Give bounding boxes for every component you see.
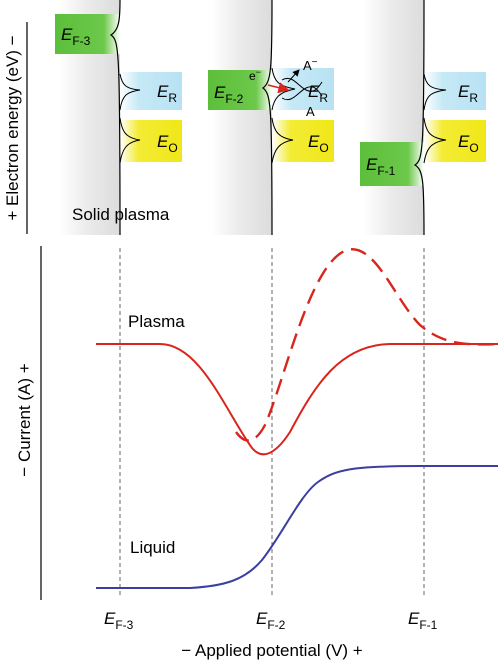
- eo-label-3: EO: [458, 132, 479, 155]
- energy-panel-3: EF-1 ER EO: [360, 0, 486, 236]
- electron-transfer-arrow: [267, 82, 290, 94]
- fermi-label-1: EF-3: [61, 25, 91, 48]
- x-tick-ef1: EF-1: [408, 609, 438, 632]
- er-band-1: [120, 72, 182, 110]
- solid-electrode-3: [364, 0, 424, 235]
- eo-band-3: [424, 120, 486, 162]
- eo-distribution-1: [119, 117, 141, 164]
- eo-band-2: [272, 120, 334, 162]
- electrode-dos-2: [262, 0, 273, 236]
- eo-distribution-3: [423, 117, 447, 164]
- energy-y-axis: + Electron energy (eV) −: [3, 22, 28, 234]
- x-tick-ef3: EF-3: [104, 609, 134, 632]
- liquid-curve: [96, 465, 498, 589]
- er-label-1: ER: [157, 82, 177, 105]
- fermi-guide-lines: [119, 248, 425, 598]
- er-band-3: [424, 72, 486, 110]
- er-distribution-3: [423, 73, 447, 111]
- x-tick-ef2: EF-2: [256, 609, 286, 632]
- solid-electrode-2: [212, 0, 272, 235]
- eo-distribution-2: [271, 117, 294, 164]
- plasma-dashed-curve: [235, 248, 499, 442]
- neutral-label: A: [306, 104, 315, 119]
- energy-axis-label: + Electron energy (eV) −: [3, 35, 22, 220]
- er-label-2: ER: [308, 82, 328, 105]
- er-distribution-1: [119, 73, 141, 111]
- eo-band-1: [120, 120, 182, 162]
- fermi-label-2: EF-2: [214, 83, 244, 106]
- er-label-3: ER: [458, 82, 478, 105]
- wave-lower-2: [281, 86, 323, 101]
- plasma-solid-curve: [96, 343, 498, 456]
- electron-label: e−: [249, 67, 261, 83]
- anion-label: A−: [303, 57, 318, 73]
- eo-label-2: EO: [308, 132, 329, 155]
- er-distribution-2: [271, 67, 296, 111]
- electrode-dos-3: [413, 0, 425, 236]
- current-y-axis: − Current (A) +: [15, 246, 42, 600]
- energy-panel-2: EF-2 e− A− A ER EO: [208, 0, 334, 236]
- fermi-band-3: [360, 142, 424, 186]
- solid-plasma-label: Solid plasma: [72, 205, 170, 224]
- electrode-dos-1: [109, 0, 121, 236]
- anion-arrow: [287, 69, 300, 83]
- wave-upper-2: [281, 77, 323, 92]
- liquid-label: Liquid: [130, 538, 175, 557]
- fermi-band-2: [208, 70, 272, 110]
- plasma-label: Plasma: [128, 312, 185, 331]
- x-axis-label: − Applied potential (V) +: [181, 641, 363, 660]
- fermi-band-1: [55, 14, 120, 54]
- energy-panel-1: EF-3 ER EO: [55, 0, 182, 236]
- fermi-label-3: EF-1: [366, 155, 396, 178]
- eo-label-1: EO: [157, 132, 178, 155]
- current-axis-label: − Current (A) +: [15, 363, 34, 476]
